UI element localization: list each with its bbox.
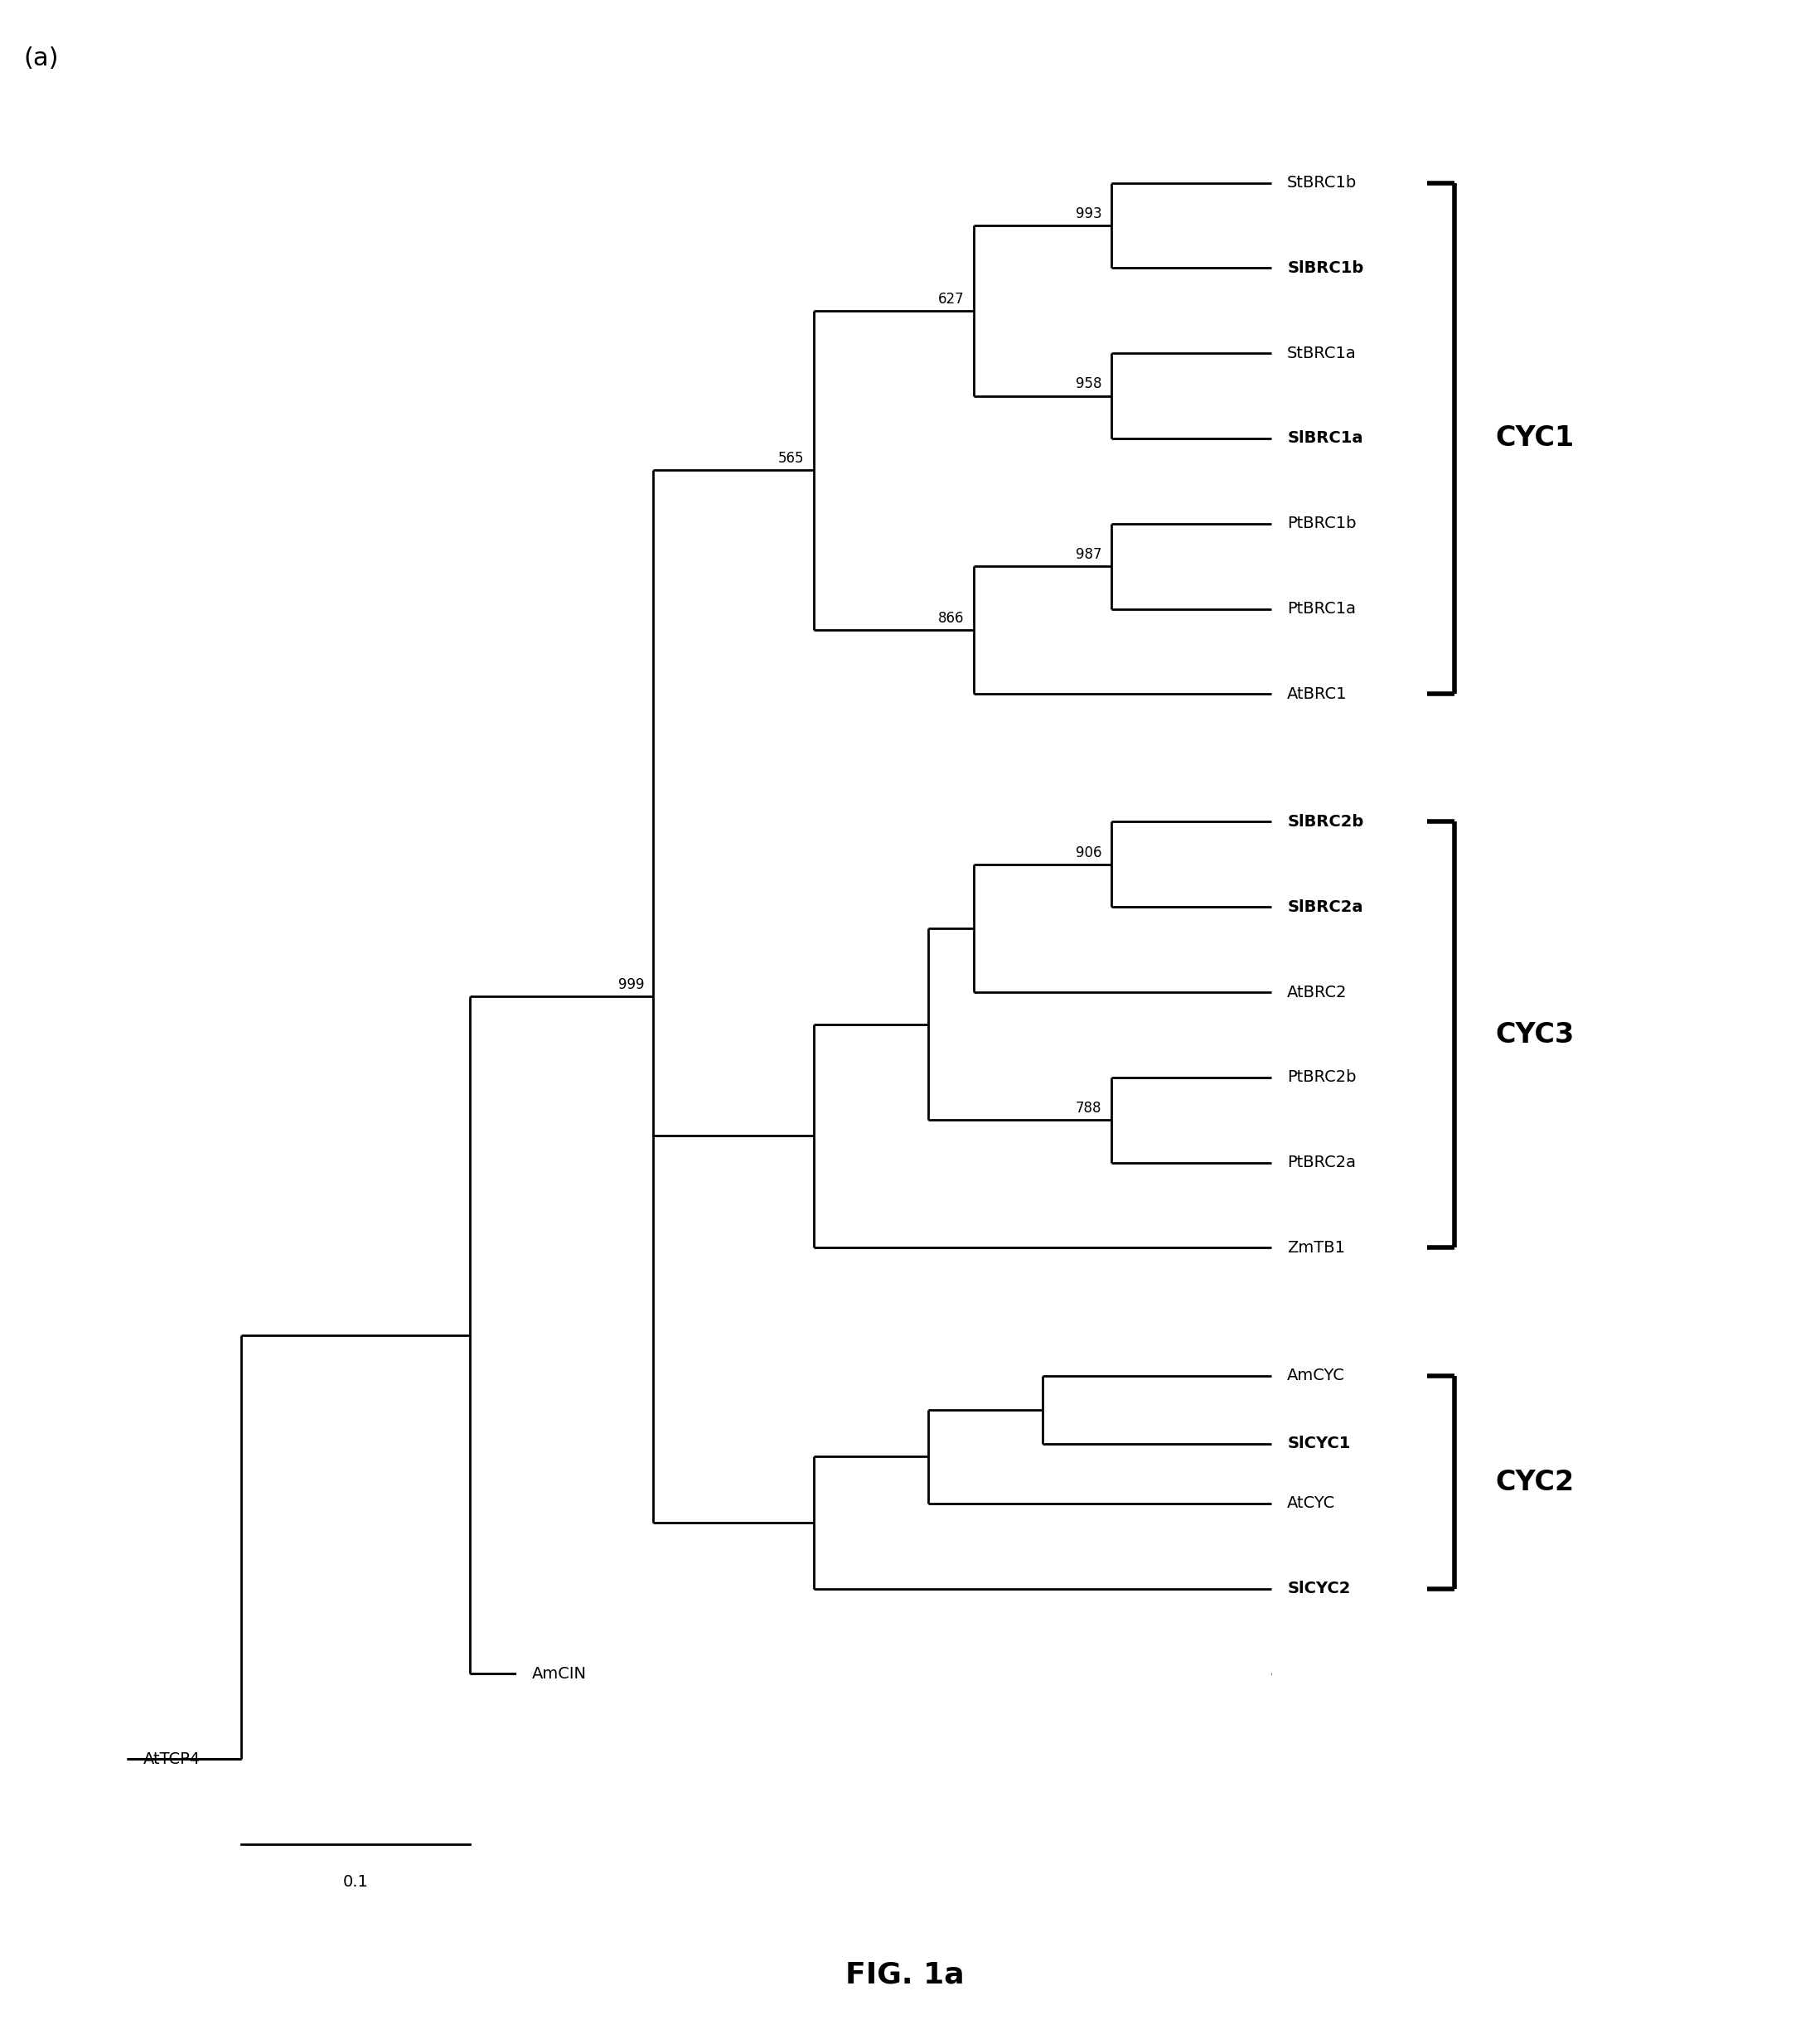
Text: CYC2: CYC2 [1495,1468,1575,1496]
Text: FIG. 1a: FIG. 1a [845,1960,965,1989]
Text: SlBRC1a: SlBRC1a [1287,431,1363,446]
Text: PtBRC2b: PtBRC2b [1287,1069,1356,1085]
Text: 565: 565 [778,452,804,466]
Text: PtBRC1b: PtBRC1b [1287,515,1356,531]
Text: AtBRC2: AtBRC2 [1287,985,1347,1000]
Text: AmCYC: AmCYC [1287,1367,1345,1384]
Text: 958: 958 [1075,376,1102,392]
Text: SlBRC1b: SlBRC1b [1287,260,1363,276]
Text: SlCYC2: SlCYC2 [1287,1580,1350,1596]
Text: ZmTB1: ZmTB1 [1287,1241,1345,1255]
Text: 866: 866 [938,611,965,625]
Text: 0.1: 0.1 [342,1874,369,1891]
Text: 906: 906 [1075,846,1102,861]
Text: 993: 993 [1075,206,1102,221]
Text: SlCYC1: SlCYC1 [1287,1435,1350,1451]
Text: SlBRC2b: SlBRC2b [1287,814,1363,830]
Text: AmCIN: AmCIN [532,1666,586,1682]
Text: (a): (a) [24,47,60,72]
Text: 999: 999 [617,977,644,991]
Text: AtBRC1: AtBRC1 [1287,687,1347,701]
Text: SlBRC2a: SlBRC2a [1287,899,1363,916]
Text: PtBRC1a: PtBRC1a [1287,601,1356,617]
Text: StBRC1a: StBRC1a [1287,345,1358,362]
Text: StBRC1b: StBRC1b [1287,176,1358,190]
Text: 788: 788 [1075,1102,1102,1116]
Text: AtTCP4: AtTCP4 [143,1752,201,1766]
Text: PtBRC2a: PtBRC2a [1287,1155,1356,1171]
Text: CYC1: CYC1 [1495,425,1575,452]
Text: CYC3: CYC3 [1495,1022,1575,1049]
Text: 627: 627 [938,292,965,307]
Text: AtCYC: AtCYC [1287,1496,1336,1511]
Text: 987: 987 [1075,548,1102,562]
